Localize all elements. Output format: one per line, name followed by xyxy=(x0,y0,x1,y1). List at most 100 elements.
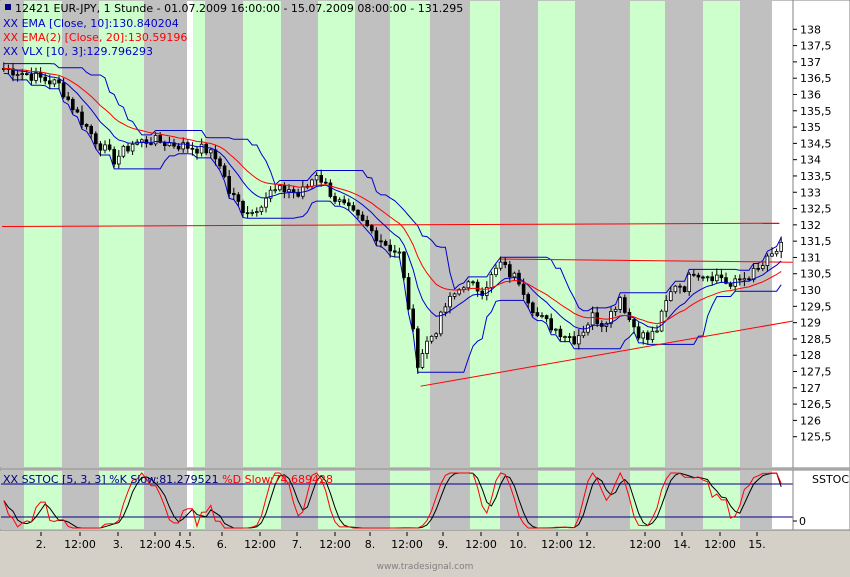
session-band xyxy=(390,1,430,467)
candle-body xyxy=(420,353,425,368)
candle-body xyxy=(126,145,130,152)
candle-body xyxy=(20,73,24,76)
stoch-k-line xyxy=(3,471,782,529)
time-axis-background xyxy=(0,532,793,559)
candle-body xyxy=(369,225,374,232)
candle-body xyxy=(498,261,503,269)
ema20-line xyxy=(3,68,782,325)
oscillator-panel[interactable]: XX SSTOC [5, 3, 3] %K Slow:81.279521 %D … xyxy=(0,469,794,531)
price-tick-label: 127 xyxy=(800,382,821,395)
weekend-band xyxy=(430,1,470,467)
candle-body xyxy=(512,272,517,278)
weekend-band xyxy=(1,1,24,467)
candle-body xyxy=(383,241,388,246)
candle-body xyxy=(346,202,351,207)
candle-body xyxy=(761,265,765,270)
candle-body xyxy=(273,189,277,192)
price-tick-label: 130 xyxy=(800,284,821,297)
weekend-band xyxy=(62,1,99,467)
candle-body xyxy=(696,274,701,278)
candle-body xyxy=(618,297,622,310)
session-band xyxy=(318,471,355,529)
candle-body xyxy=(728,282,733,287)
time-axis[interactable]: 2. 12:00 3. 12:00 4. 5. 6. 12:00 7. 12:00 8. 12:00 9… xyxy=(0,532,793,559)
candle-body xyxy=(632,319,636,328)
candle-body xyxy=(245,212,250,215)
candle-body xyxy=(213,149,218,160)
candle-body xyxy=(176,145,181,150)
price-tick-label: 129,5 xyxy=(800,300,832,313)
candle-body xyxy=(397,251,402,254)
session-band xyxy=(538,471,575,529)
stoch-k-legend: %K Slow:81.279521 xyxy=(109,473,219,486)
price-panel[interactable]: 12421 EUR-JPY, 1 Stunde - 01.07.2009 16:… xyxy=(0,0,803,469)
weekend-band xyxy=(355,1,390,467)
oscillator-legend: XX SSTOC [5, 3, 3] %K Slow:81.279521 %D … xyxy=(3,473,333,486)
trendlines[interactable] xyxy=(1,222,803,387)
weekend-band xyxy=(355,471,390,529)
candle-body xyxy=(61,82,66,98)
time-tick-label: 7. xyxy=(292,538,303,551)
trendline[interactable] xyxy=(498,258,803,263)
candle-body xyxy=(701,276,705,279)
time-tick-label: 5. xyxy=(185,538,196,551)
candle-body xyxy=(581,331,586,337)
trendline[interactable] xyxy=(420,318,803,387)
candle-body xyxy=(121,145,126,157)
candle-body xyxy=(94,133,98,145)
oscillator-axis-label: SSTOC xyxy=(812,473,849,486)
weekend-band xyxy=(281,1,318,467)
candle-body xyxy=(425,340,429,354)
weekend-band xyxy=(144,1,187,467)
candle-body xyxy=(15,74,20,76)
candle-body xyxy=(471,281,475,284)
watermark: www.tradesignal.com xyxy=(377,562,474,572)
candle-body xyxy=(48,80,52,85)
candle-body xyxy=(567,336,572,338)
candle-body xyxy=(328,182,333,197)
time-tick-label: 15. xyxy=(748,538,766,551)
candle-body xyxy=(190,147,195,150)
candle-body xyxy=(705,276,710,279)
candle-body xyxy=(103,144,107,151)
price-tick-label: 128 xyxy=(800,349,821,362)
candle-body xyxy=(337,199,342,202)
session-band xyxy=(703,1,740,467)
candle-body xyxy=(540,315,544,317)
candle-body xyxy=(167,142,172,147)
candle-body xyxy=(682,286,687,293)
time-tick-label: 12:00 xyxy=(319,538,351,551)
candle-body xyxy=(507,264,512,278)
candle-body xyxy=(231,192,236,196)
price-tick-label: 133,5 xyxy=(800,170,832,183)
time-tick-label: 12:00 xyxy=(244,538,276,551)
candle-body xyxy=(75,109,80,113)
candle-body xyxy=(554,328,558,331)
candle-body xyxy=(89,125,94,135)
candle-body xyxy=(66,96,71,100)
candle-body xyxy=(590,312,595,326)
candle-body xyxy=(613,309,618,312)
candle-body xyxy=(669,291,673,301)
candle-body xyxy=(112,149,117,165)
time-tick-label: 12:00 xyxy=(541,538,573,551)
ema-lines xyxy=(3,68,782,330)
price-tick-label: 127,5 xyxy=(800,366,832,379)
candle-body xyxy=(742,278,747,281)
candle-body xyxy=(715,274,719,282)
candle-body xyxy=(659,310,664,332)
candle-body xyxy=(71,98,75,111)
session-band xyxy=(193,471,205,529)
price-axis[interactable]: 138 137,5 137 136,5 136 135,5 135 134,5 134 133,5… xyxy=(792,0,850,469)
candle-body xyxy=(268,189,273,199)
trendline[interactable] xyxy=(1,222,780,227)
candle-body xyxy=(429,335,434,342)
candle-body xyxy=(779,241,783,252)
candle-body xyxy=(692,273,696,276)
session-band xyxy=(630,471,665,529)
candle-body xyxy=(710,276,714,282)
candle-body xyxy=(153,134,158,145)
candle-body xyxy=(185,142,190,149)
